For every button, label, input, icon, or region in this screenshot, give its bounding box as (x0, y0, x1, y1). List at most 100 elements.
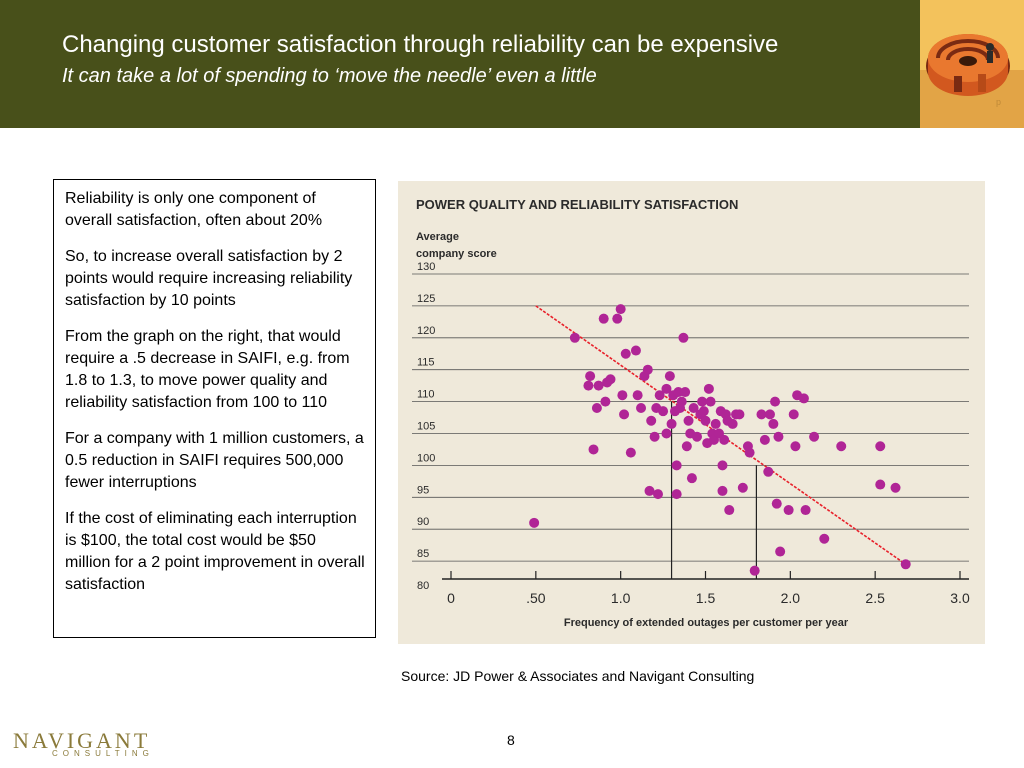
data-point (717, 460, 728, 471)
data-point (790, 441, 801, 452)
data-point (625, 447, 636, 458)
data-point (783, 505, 794, 516)
data-point (717, 485, 728, 496)
data-point (875, 441, 886, 452)
source-note: Source: JD Power & Associates and Naviga… (401, 668, 755, 684)
data-point (719, 434, 730, 445)
data-point (703, 383, 714, 394)
data-point (671, 489, 682, 500)
data-point (749, 565, 760, 576)
data-point (661, 428, 672, 439)
data-point (686, 473, 697, 484)
data-point (593, 380, 604, 391)
data-point (763, 466, 774, 477)
x-axis-label: Frequency of extended outages per custom… (564, 617, 849, 629)
y-tick-label: 130 (417, 261, 435, 273)
x-tick-label: 2.0 (781, 590, 801, 606)
slide-title: Changing customer satisfaction through r… (62, 31, 779, 58)
data-point (620, 348, 631, 359)
page-number: 8 (507, 732, 515, 748)
y-tick-label: 125 (417, 293, 435, 305)
paragraph: Reliability is only one component of ove… (65, 190, 323, 229)
x-tick-label: 2.5 (865, 590, 885, 606)
y-tick-label: 115 (417, 357, 435, 369)
data-point (759, 434, 770, 445)
data-point (768, 418, 779, 429)
data-point (646, 415, 657, 426)
data-point (671, 460, 682, 471)
data-point (788, 409, 799, 420)
data-point (692, 431, 703, 442)
y-tick-label: 105 (417, 421, 435, 433)
brand-logo: NAVIGANT (13, 728, 151, 753)
data-point (688, 402, 699, 413)
data-point (630, 345, 641, 356)
data-point (710, 418, 721, 429)
data-point (836, 441, 847, 452)
y-tick-label: 120 (417, 325, 435, 337)
data-point (800, 505, 811, 516)
data-point (770, 396, 781, 407)
x-tick-label: 1.0 (611, 590, 631, 606)
data-point (619, 409, 630, 420)
x-tick-label: 3.0 (950, 590, 970, 606)
paragraph: If the cost of eliminating each interrup… (65, 510, 365, 593)
data-point (681, 441, 692, 452)
y-tick-label: 100 (417, 452, 435, 464)
brand-logo-subtitle: CONSULTING (52, 749, 154, 758)
data-point (727, 418, 738, 429)
data-point (632, 390, 643, 401)
y-tick-label: 85 (417, 548, 429, 560)
data-point (666, 418, 677, 429)
data-point (661, 383, 672, 394)
data-point (658, 406, 669, 417)
data-point (900, 559, 911, 570)
data-point (771, 498, 782, 509)
data-point (676, 396, 687, 407)
data-point (585, 371, 596, 382)
x-tick-label: .50 (526, 590, 546, 606)
data-point (598, 313, 609, 324)
data-point (642, 364, 653, 375)
data-point (890, 482, 901, 493)
paragraph: From the graph on the right, that would … (65, 328, 350, 411)
data-point (664, 371, 675, 382)
y-tick-label: 80 (417, 580, 429, 592)
paragraph: So, to increase overall satisfaction by … (65, 248, 353, 309)
data-point (652, 489, 663, 500)
maze-icon: p (920, 0, 1024, 128)
data-point (649, 431, 660, 442)
data-point (583, 380, 594, 391)
data-point (588, 444, 599, 455)
data-point (809, 431, 820, 442)
y-axis-label: company score (416, 248, 497, 260)
data-point (700, 415, 711, 426)
data-point (636, 402, 647, 413)
data-point (605, 374, 616, 385)
data-point (775, 546, 786, 557)
slide-subtitle: It can take a lot of spending to ‘move t… (62, 65, 597, 87)
data-point (875, 479, 886, 490)
data-point (798, 393, 809, 404)
data-point (744, 447, 755, 458)
chart-panel: POWER QUALITY AND RELIABILITY SATISFACTI… (398, 181, 985, 644)
scatter-chart: POWER QUALITY AND RELIABILITY SATISFACTI… (412, 197, 970, 629)
data-point (644, 485, 655, 496)
data-point (705, 396, 716, 407)
data-point (680, 387, 691, 398)
y-tick-label: 110 (417, 389, 435, 401)
data-point (678, 332, 689, 343)
data-point (683, 415, 694, 426)
data-point (773, 431, 784, 442)
header-bar: Changing customer satisfaction through r… (0, 0, 920, 128)
data-point (724, 505, 735, 516)
data-point (569, 332, 580, 343)
data-point (615, 304, 626, 315)
data-point (737, 482, 748, 493)
y-axis-label: Average (416, 231, 459, 243)
data-point (764, 409, 775, 420)
svg-text:p: p (996, 97, 1001, 107)
data-point (591, 402, 602, 413)
explanation-textbox: Reliability is only one component of ove… (53, 179, 376, 638)
x-tick-label: 1.5 (696, 590, 716, 606)
